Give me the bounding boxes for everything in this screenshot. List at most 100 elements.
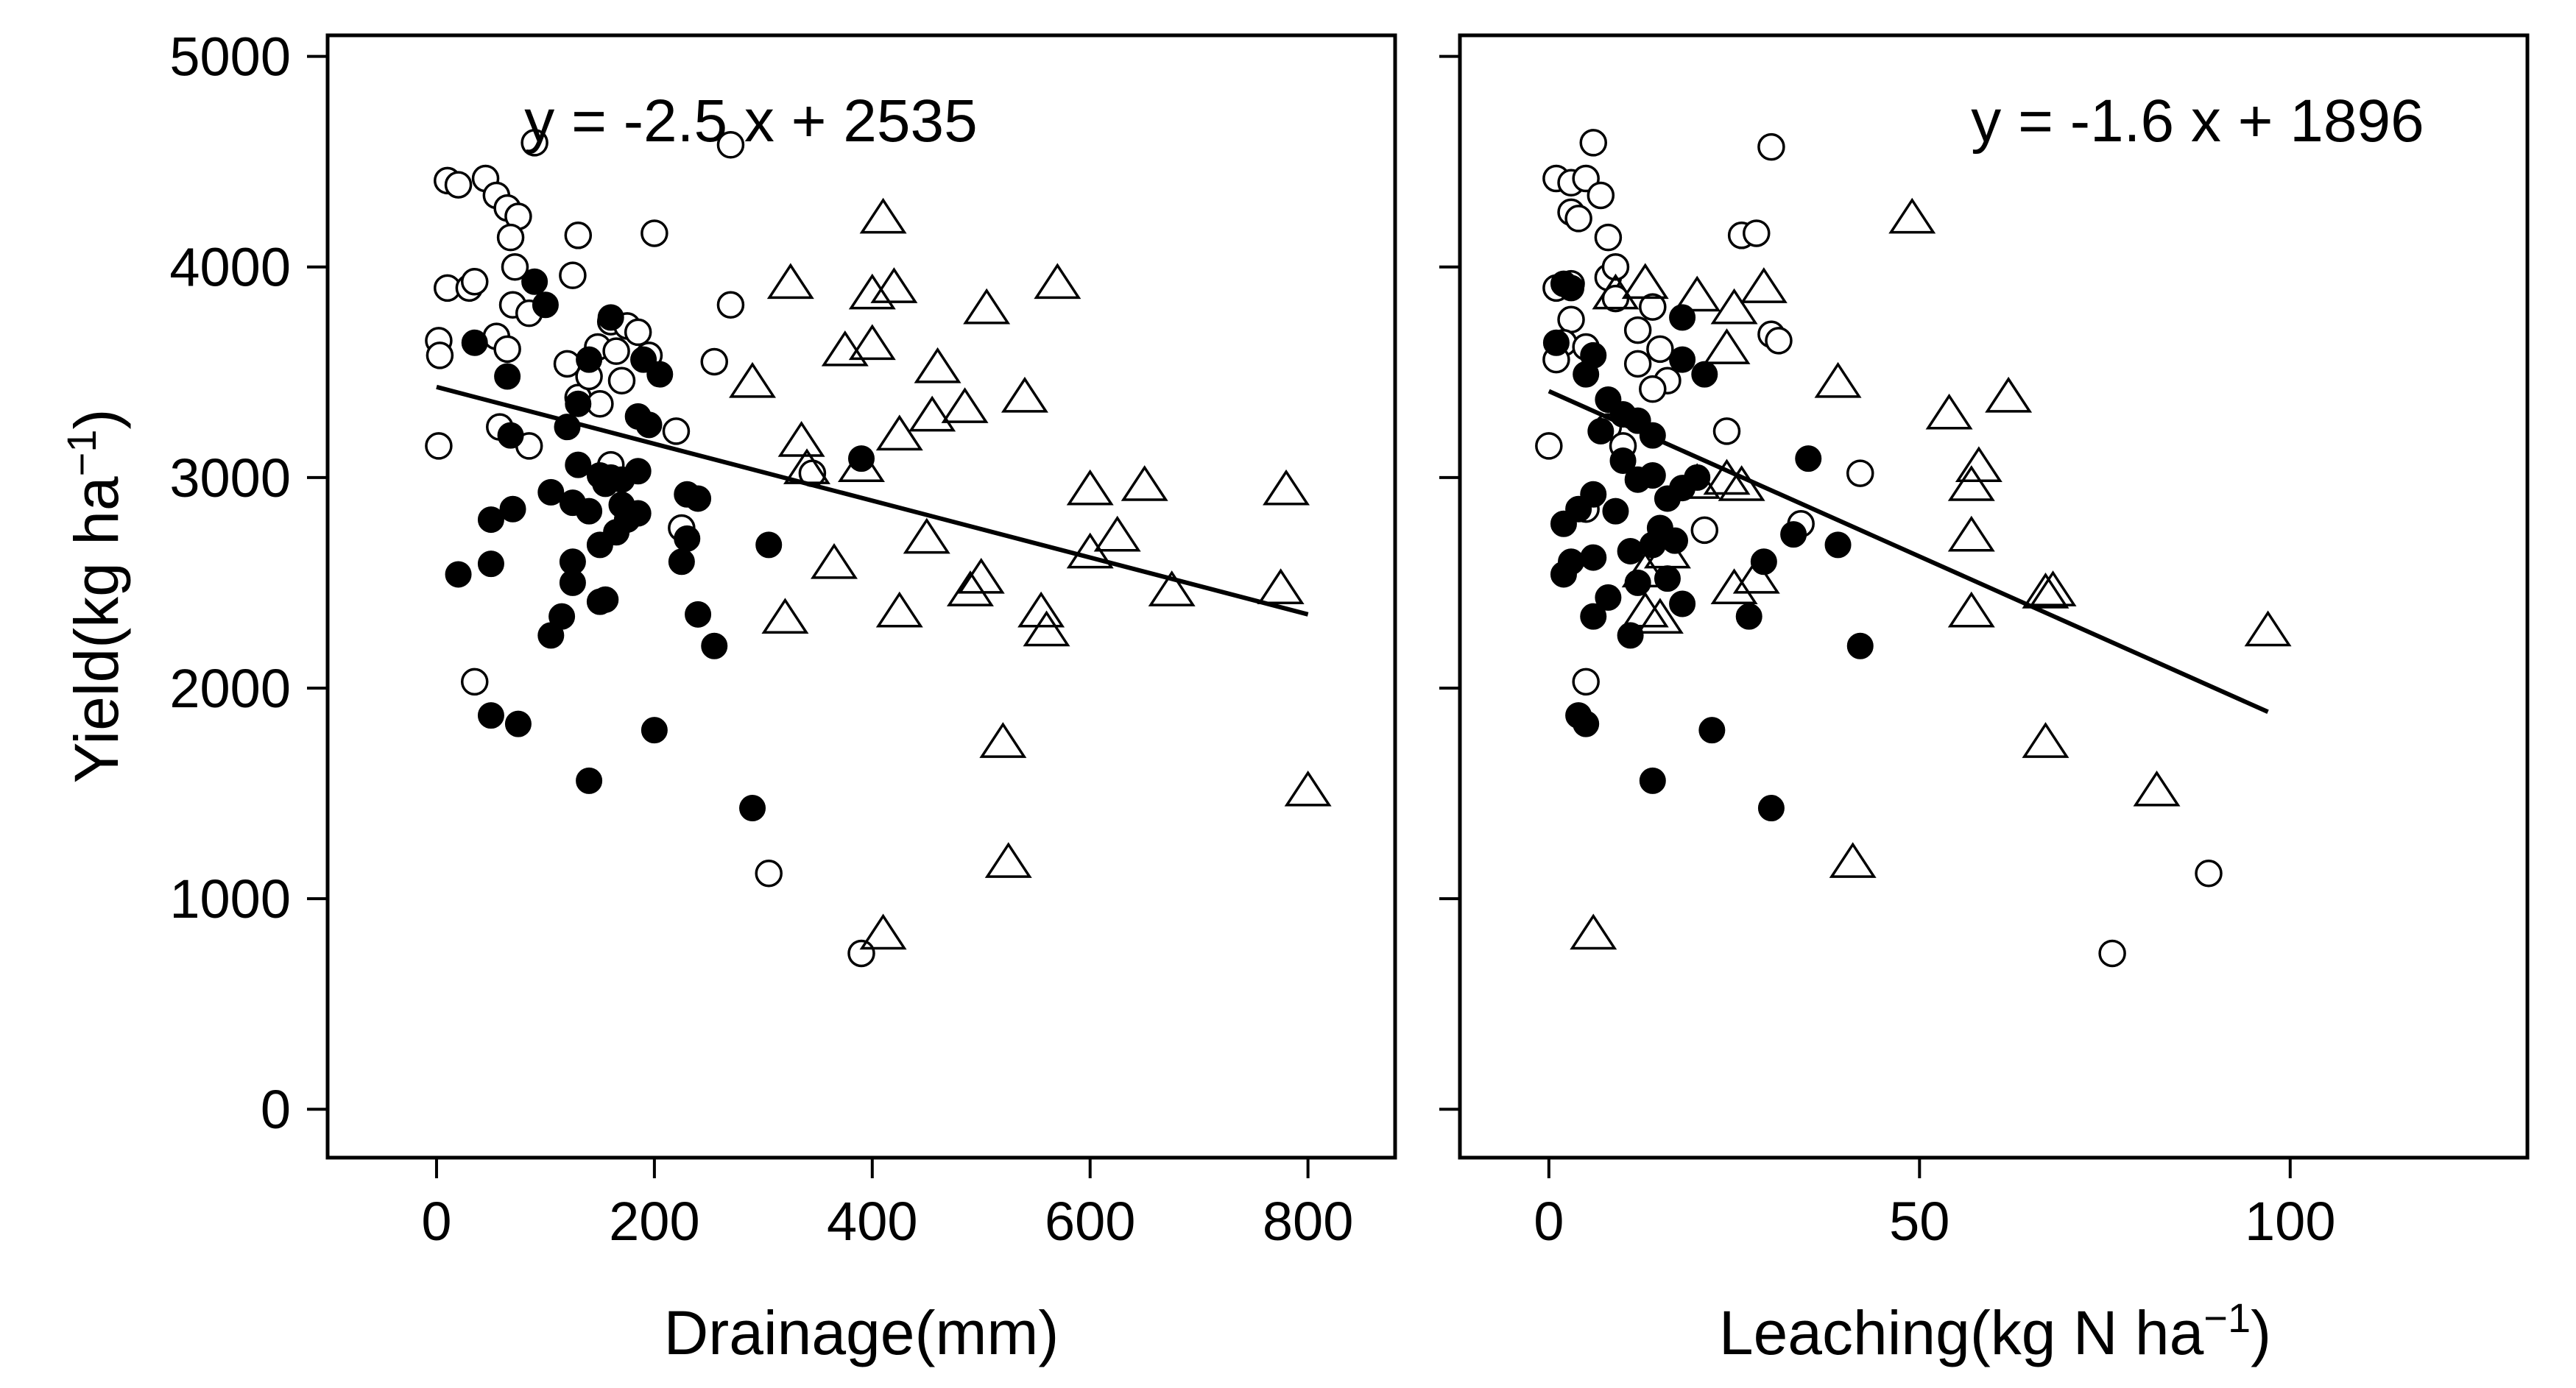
left-point-open-circle (716, 131, 745, 159)
right-point-filled-circle (1550, 510, 1577, 537)
left-point-open-triangle (766, 263, 814, 300)
left-y-tick-label: 4000 (169, 237, 291, 298)
right-point-open-triangle (1710, 288, 1758, 325)
right-point-open-triangle (1636, 598, 1684, 634)
right-x-axis-label-superscript: −1 (2203, 1295, 2251, 1341)
right-point-filled-circle (1846, 632, 1874, 659)
left-point-filled-circle (685, 485, 712, 512)
left-point-open-triangle (848, 273, 896, 310)
right-x-axis-label-close: ) (2251, 1298, 2271, 1367)
right-point-open-triangle (1947, 465, 1995, 501)
right-point-open-circle (1564, 205, 1592, 233)
right-point-open-triangle (1829, 842, 1877, 878)
left-point-filled-circle (445, 561, 472, 588)
left-x-tick-label: 200 (609, 1191, 699, 1252)
left-point-filled-circle (532, 291, 559, 319)
left-point-filled-circle (646, 361, 674, 388)
left-point-filled-circle (477, 506, 504, 534)
left-point-open-triangle (1121, 465, 1168, 501)
left-point-open-triangle (979, 722, 1027, 758)
left-point-filled-circle (504, 710, 532, 737)
right-point-open-circle (1743, 219, 1771, 247)
left-point-filled-circle (521, 268, 548, 295)
left-point-open-triangle (941, 387, 989, 423)
right-point-filled-circle (1795, 445, 1822, 472)
left-point-open-circle (564, 222, 593, 249)
right-point-open-circle (1572, 668, 1600, 696)
left-point-filled-circle (537, 622, 565, 649)
right-point-open-circle (1601, 252, 1630, 281)
left-point-filled-circle (701, 632, 728, 659)
right-point-filled-circle (1542, 329, 1570, 356)
right-point-open-circle (1623, 316, 1652, 344)
right-x-tick-label: 0 (1534, 1191, 1564, 1252)
right-panel: 0 50 100 y = -1.6 x + 1896 Leaching(kg N h… (1439, 33, 2530, 1367)
right-point-filled-circle (1580, 603, 1607, 630)
left-point-filled-circle (597, 304, 624, 331)
right-point-filled-circle (1757, 795, 1785, 822)
left-point-filled-circle (537, 478, 565, 506)
left-point-open-triangle (1034, 263, 1081, 300)
left-point-open-triangle (1257, 568, 1305, 604)
right-point-filled-circle (1669, 590, 1696, 617)
y-axis-label: Yield(kg ha−1) (58, 409, 131, 784)
left-fit-line (436, 384, 1309, 617)
left-point-open-circle (521, 129, 548, 157)
right-point-open-triangle (1592, 273, 1640, 310)
left-x-axis-ticks: 0 200 400 600 800 (421, 1158, 1353, 1252)
left-point-filled-circle (565, 451, 592, 478)
left-point-filled-circle (499, 495, 526, 523)
left-point-open-triangle (870, 267, 918, 303)
left-point-open-circle (700, 347, 729, 376)
y-axis-label-text: Yield(kg ha (62, 476, 131, 783)
left-point-open-circle (755, 859, 783, 888)
left-point-open-triangle (914, 347, 961, 383)
right-x-tick-label: 50 (1889, 1191, 1949, 1252)
right-point-filled-circle (1558, 275, 1585, 302)
right-point-filled-circle (1824, 531, 1852, 559)
right-point-open-triangle (1740, 267, 1788, 303)
right-point-filled-circle (1550, 561, 1577, 588)
right-point-filled-circle (1573, 710, 1600, 737)
right-point-filled-circle (1639, 767, 1666, 794)
right-point-filled-circle (1573, 361, 1600, 388)
left-point-open-circle (559, 261, 587, 289)
left-point-open-triangle (859, 913, 907, 950)
left-point-open-triangle (908, 395, 956, 432)
right-point-filled-circle (1602, 498, 1629, 525)
right-point-open-triangle (2133, 770, 2181, 807)
left-point-filled-circle (674, 525, 701, 552)
right-point-open-triangle (1673, 463, 1721, 499)
right-point-filled-circle (1639, 461, 1666, 489)
left-point-open-circle (493, 335, 521, 364)
right-point-open-triangle (1947, 591, 1995, 628)
left-point-filled-circle (739, 795, 766, 822)
right-point-open-triangle (1955, 446, 2002, 483)
left-point-open-circle (425, 432, 453, 460)
right-y-axis-ticks (1439, 54, 1460, 1111)
right-point-open-circle (1846, 459, 1874, 487)
left-plot-frame (325, 33, 1397, 1160)
left-point-filled-circle (755, 531, 783, 559)
right-point-open-triangle (2029, 570, 2077, 606)
left-point-open-circle (426, 341, 454, 369)
left-point-open-circle (624, 318, 652, 347)
left-point-open-circle (607, 367, 636, 394)
right-point-open-circle (1623, 350, 1652, 378)
right-fit-line (1548, 389, 2269, 715)
left-point-filled-circle (576, 767, 603, 794)
left-point-filled-circle (592, 470, 619, 498)
left-point-open-triangle (1066, 469, 1114, 506)
y-axis-label-close: ) (62, 409, 131, 430)
left-point-open-triangle (946, 570, 994, 606)
left-panel: 0 1000 2000 3000 4000 5000 0 200 400 600 800 y = … (58, 26, 1397, 1367)
right-x-axis-ticks: 0 50 100 (1534, 1158, 2336, 1252)
left-point-open-circle (460, 668, 489, 696)
left-point-open-triangle (963, 288, 1011, 325)
right-point-filled-circle (1662, 527, 1689, 554)
left-point-open-circle (496, 223, 525, 252)
right-point-open-triangle (1570, 913, 1617, 950)
left-point-filled-circle (586, 531, 613, 559)
left-point-open-triangle (838, 446, 885, 483)
